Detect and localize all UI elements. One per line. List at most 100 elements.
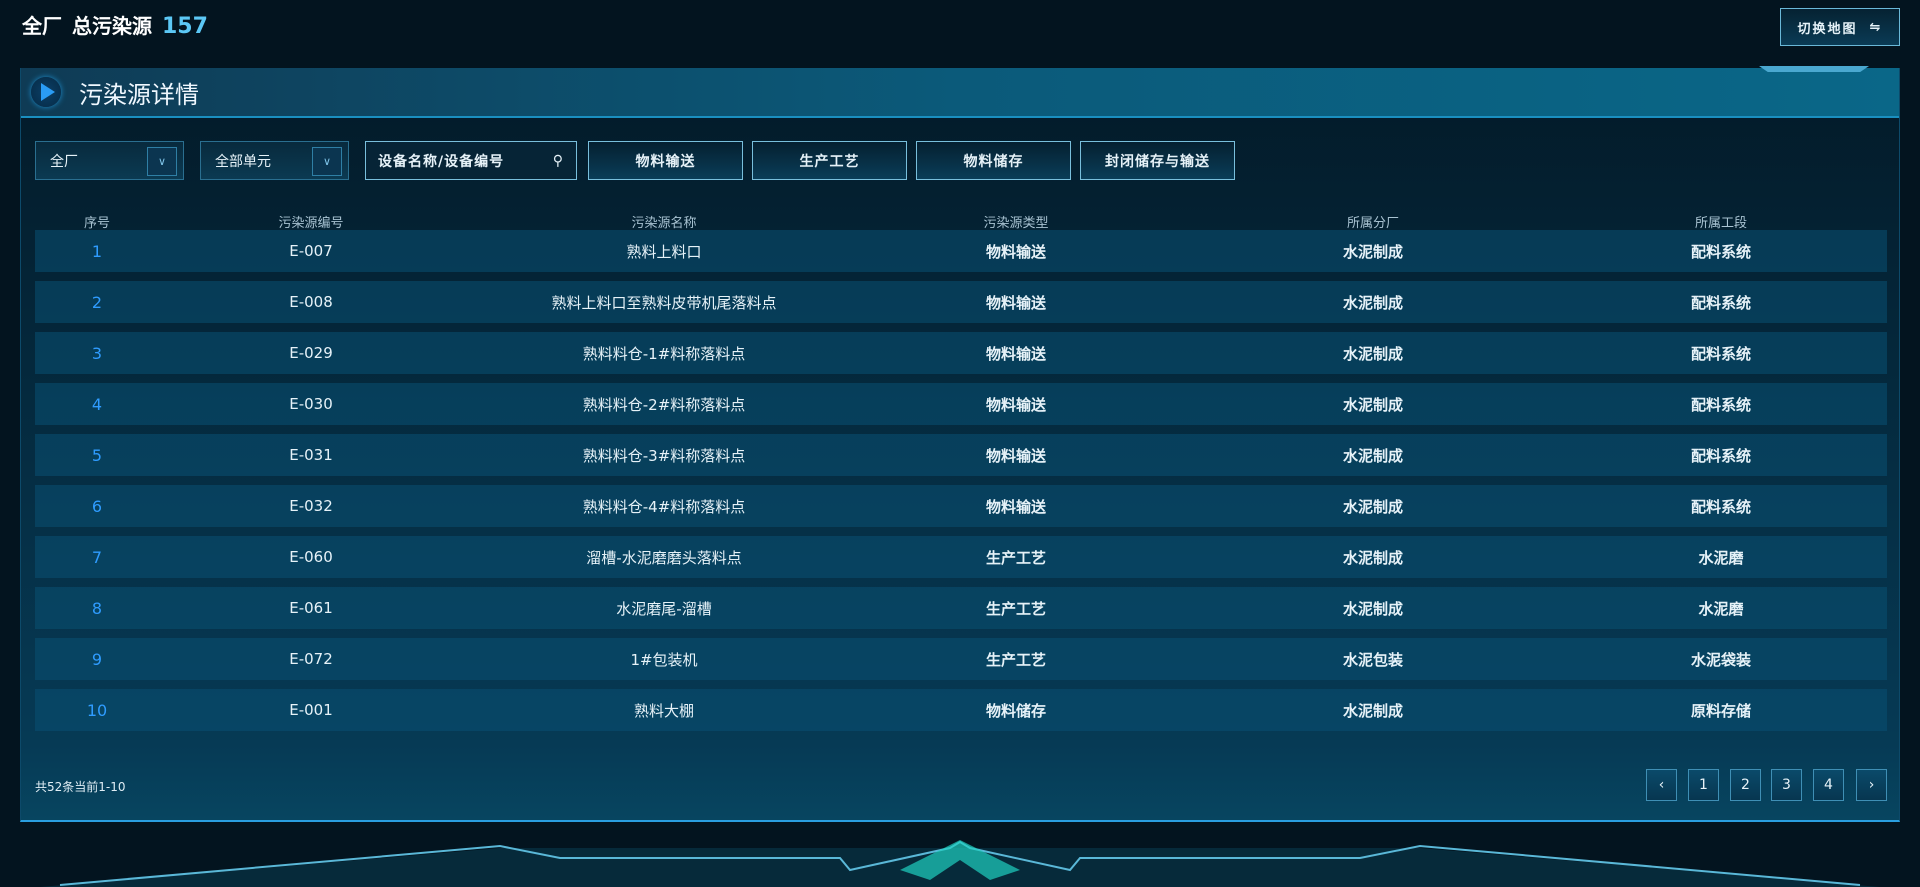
table-row[interactable]: 6 E-032 熟料料仓-4#料称落料点 物料输送 水泥制成 配料系统 bbox=[35, 485, 1887, 527]
col-index-cell: 8 bbox=[91, 598, 103, 618]
header-decoration bbox=[1759, 66, 1869, 72]
col-index-cell: 10 bbox=[86, 700, 108, 720]
col-plant-cell: 水泥制成 bbox=[1342, 446, 1404, 465]
col-code-cell: E-030 bbox=[289, 395, 333, 413]
col-code-cell: E-029 bbox=[289, 344, 333, 362]
col-type-cell: 物料储存 bbox=[985, 701, 1047, 720]
col-name-cell: 熟料料仓-4#料称落料点 bbox=[582, 497, 746, 516]
table-row[interactable]: 4 E-030 熟料料仓-2#料称落料点 物料输送 水泥制成 配料系统 bbox=[35, 383, 1887, 425]
col-code-cell: E-001 bbox=[289, 701, 333, 719]
filter-button-closed-storage-transport[interactable]: 封闭储存与输送 bbox=[1080, 141, 1235, 180]
col-code-cell: E-032 bbox=[289, 497, 333, 515]
total-label: 总污染源 bbox=[72, 14, 152, 38]
col-index-cell: 2 bbox=[91, 292, 103, 312]
total-count: 157 bbox=[162, 14, 208, 39]
header-col-code: 污染源编号 bbox=[278, 215, 344, 231]
col-code-cell: E-031 bbox=[289, 446, 333, 464]
col-index-cell: 3 bbox=[91, 343, 103, 363]
col-plant-cell: 水泥包装 bbox=[1342, 650, 1404, 669]
col-code-cell: E-060 bbox=[289, 548, 333, 566]
header-col-name: 污染源名称 bbox=[631, 215, 697, 231]
col-type-cell: 物料输送 bbox=[985, 395, 1047, 414]
search-placeholder: 设备名称/设备编号 bbox=[378, 153, 505, 170]
header-col-plant: 所属分厂 bbox=[1346, 215, 1400, 231]
switch-map-label: 切换地图 bbox=[1797, 21, 1858, 37]
col-name-cell: 熟料上料口 bbox=[626, 242, 702, 261]
pagination-summary: 共52条当前1-10 bbox=[35, 780, 126, 794]
col-name-cell: 熟料料仓-3#料称落料点 bbox=[582, 446, 746, 465]
col-type-cell: 生产工艺 bbox=[985, 599, 1047, 618]
col-code-cell: E-072 bbox=[289, 650, 333, 668]
col-plant-cell: 水泥制成 bbox=[1342, 395, 1404, 414]
col-type-cell: 物料输送 bbox=[985, 293, 1047, 312]
page-button-3[interactable]: 3 bbox=[1771, 769, 1802, 801]
col-plant-cell: 水泥制成 bbox=[1342, 497, 1404, 516]
unit-select[interactable]: 全部单元 ∨ bbox=[200, 141, 349, 180]
col-index-cell: 6 bbox=[91, 496, 103, 516]
panel-title: 污染源详情 bbox=[79, 80, 199, 109]
col-section-cell: 配料系统 bbox=[1690, 497, 1752, 516]
col-name-cell: 熟料料仓-2#料称落料点 bbox=[582, 395, 746, 414]
scope-label: 全厂 bbox=[22, 14, 62, 38]
header-col-section: 所属工段 bbox=[1694, 215, 1748, 231]
page-button-1[interactable]: 1 bbox=[1688, 769, 1719, 801]
page-button-4[interactable]: 4 bbox=[1813, 769, 1844, 801]
col-index-cell: 1 bbox=[91, 241, 103, 261]
unit-select-value: 全部单元 bbox=[215, 153, 271, 170]
col-section-cell: 水泥袋装 bbox=[1690, 650, 1752, 669]
col-type-cell: 生产工艺 bbox=[985, 650, 1047, 669]
col-index-cell: 7 bbox=[91, 547, 103, 567]
col-type-cell: 物料输送 bbox=[985, 446, 1047, 465]
table-row[interactable]: 7 E-060 溜槽-水泥磨磨头落料点 生产工艺 水泥制成 水泥磨 bbox=[35, 536, 1887, 578]
filter-button-production-process[interactable]: 生产工艺 bbox=[752, 141, 907, 180]
header-col-index: 序号 bbox=[83, 215, 111, 231]
col-code-cell: E-007 bbox=[289, 242, 333, 260]
table-row[interactable]: 5 E-031 熟料料仓-3#料称落料点 物料输送 水泥制成 配料系统 bbox=[35, 434, 1887, 476]
swap-arrows-icon: ⇋ bbox=[1869, 19, 1883, 35]
col-type-cell: 物料输送 bbox=[985, 344, 1047, 363]
col-section-cell: 配料系统 bbox=[1690, 446, 1752, 465]
table-row[interactable]: 3 E-029 熟料料仓-1#料称落料点 物料输送 水泥制成 配料系统 bbox=[35, 332, 1887, 374]
col-plant-cell: 水泥制成 bbox=[1342, 701, 1404, 720]
table-row[interactable]: 9 E-072 1#包装机 生产工艺 水泥包装 水泥袋装 bbox=[35, 638, 1887, 680]
col-index-cell: 5 bbox=[91, 445, 103, 465]
col-section-cell: 水泥磨 bbox=[1698, 548, 1744, 567]
col-plant-cell: 水泥制成 bbox=[1342, 599, 1404, 618]
chevron-down-icon: ∨ bbox=[312, 147, 342, 176]
col-name-cell: 熟料上料口至熟料皮带机尾落料点 bbox=[551, 293, 777, 312]
col-name-cell: 熟料料仓-1#料称落料点 bbox=[582, 344, 746, 363]
col-plant-cell: 水泥制成 bbox=[1342, 242, 1404, 261]
col-type-cell: 生产工艺 bbox=[985, 548, 1047, 567]
filter-button-material-storage[interactable]: 物料储存 bbox=[916, 141, 1071, 180]
col-section-cell: 原料存储 bbox=[1690, 701, 1752, 720]
prev-page-button[interactable]: ‹ bbox=[1646, 769, 1677, 801]
search-icon[interactable]: ⚲ bbox=[552, 152, 564, 169]
col-name-cell: 1#包装机 bbox=[630, 650, 698, 669]
filter-button-material-transport[interactable]: 物料输送 bbox=[588, 141, 743, 180]
col-index-cell: 4 bbox=[91, 394, 103, 414]
col-section-cell: 配料系统 bbox=[1690, 242, 1752, 261]
col-plant-cell: 水泥制成 bbox=[1342, 344, 1404, 363]
table-row[interactable]: 1 E-007 熟料上料口 物料输送 水泥制成 配料系统 bbox=[35, 230, 1887, 272]
table-row[interactable]: 10 E-001 熟料大棚 物料储存 水泥制成 原料存储 bbox=[35, 689, 1887, 731]
col-section-cell: 配料系统 bbox=[1690, 395, 1752, 414]
search-input[interactable]: 设备名称/设备编号 ⚲ bbox=[365, 141, 577, 180]
col-section-cell: 配料系统 bbox=[1690, 293, 1752, 312]
factory-select[interactable]: 全厂 ∨ bbox=[35, 141, 184, 180]
page-button-2[interactable]: 2 bbox=[1730, 769, 1761, 801]
col-type-cell: 物料输送 bbox=[985, 242, 1047, 261]
table-row[interactable]: 2 E-008 熟料上料口至熟料皮带机尾落料点 物料输送 水泥制成 配料系统 bbox=[35, 281, 1887, 323]
col-name-cell: 水泥磨尾-溜槽 bbox=[616, 599, 712, 618]
col-plant-cell: 水泥制成 bbox=[1342, 293, 1404, 312]
table-row[interactable]: 8 E-061 水泥磨尾-溜槽 生产工艺 水泥制成 水泥磨 bbox=[35, 587, 1887, 629]
panel-header: 污染源详情 bbox=[21, 66, 1899, 118]
page-header: 全厂 总污染源 157 bbox=[22, 10, 208, 39]
col-index-cell: 9 bbox=[91, 649, 103, 669]
col-section-cell: 水泥磨 bbox=[1698, 599, 1744, 618]
col-name-cell: 溜槽-水泥磨磨头落料点 bbox=[586, 548, 742, 567]
next-page-button[interactable]: › bbox=[1856, 769, 1887, 801]
col-name-cell: 熟料大棚 bbox=[633, 701, 695, 720]
col-type-cell: 物料输送 bbox=[985, 497, 1047, 516]
switch-map-button[interactable]: 切换地图 ⇋ bbox=[1780, 8, 1900, 46]
col-code-cell: E-061 bbox=[289, 599, 333, 617]
